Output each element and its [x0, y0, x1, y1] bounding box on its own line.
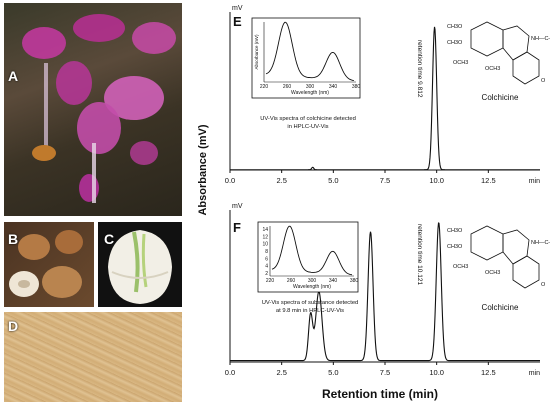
colchicine-structure: CH3O CH3O OCH3 OCH3 NH—C—CH3 O	[447, 225, 550, 289]
x-tick-label: 5.0	[328, 176, 338, 185]
inset-y-tick-label: 12	[262, 234, 268, 240]
peak-retention-label: retention time 9.812	[416, 40, 423, 98]
bulbs-illustration	[9, 230, 83, 298]
x-tick-label: 5.0	[328, 368, 338, 377]
x-tick-label: 7.5	[380, 176, 390, 185]
inset-caption: UV-Vis spectra of substance detected	[262, 300, 359, 306]
x-tick-label: 10.0	[429, 368, 444, 377]
inset-x-tick-label: 220	[260, 84, 269, 90]
substituent-label: CH3O	[447, 40, 463, 46]
tropolone-ring	[512, 51, 540, 85]
tropolone-ring	[512, 255, 540, 289]
x-tick-label: 2.5	[276, 368, 286, 377]
inset-y-tick-label: 4	[265, 264, 268, 270]
inset-y-tick-label: 14	[262, 227, 268, 233]
inset-x-axis-label: Wavelength (nm)	[293, 284, 331, 290]
x-unit-label: min	[529, 370, 540, 377]
panel-letter: F	[233, 220, 241, 235]
benzene-ring	[470, 21, 504, 57]
substituent-label: CH3O	[447, 244, 463, 250]
peak-retention-label: retention time 10.121	[416, 224, 423, 285]
inset-x-tick-label: 260	[283, 84, 292, 90]
carbonyl-label: O	[541, 282, 546, 288]
inset-x-tick-label: 300	[306, 84, 315, 90]
inset-x-tick-label: 300	[308, 278, 317, 284]
inset-caption: UV-Vis spectra of colchicine detected	[260, 116, 356, 122]
inset-caption: at 9.8 min in HPLC-UV-Vis	[276, 308, 344, 314]
cut-bulb-illustration	[108, 230, 172, 304]
chromatogram-f: mV min 0.0 2.5 5.0 7.5 10.0 12.5 F retention time…	[225, 203, 550, 377]
substituent-label: CH3O	[447, 228, 463, 234]
substituent-label: OCH3	[453, 264, 468, 270]
photo-powder	[4, 312, 182, 402]
inset-x-tick-label: 380	[350, 278, 359, 284]
flower-illustration	[22, 14, 176, 203]
inset-y-axis-label: Absorbance (mV)	[254, 34, 259, 70]
side-chain-label: NH—C—CH3	[531, 240, 550, 246]
inset-x-tick-label: 260	[287, 278, 296, 284]
x-tick-label: 12.5	[481, 368, 496, 377]
inset-x-tick-label: 340	[329, 278, 338, 284]
chromatogram-trace	[230, 26, 540, 171]
chromatogram-trace	[230, 222, 540, 362]
inset-frame	[257, 221, 359, 293]
heptane-ring	[502, 25, 530, 61]
inset-y-tick-label: 6	[265, 256, 268, 262]
photo-flowers	[4, 3, 182, 216]
inset-y-tick-label: 8	[265, 249, 268, 255]
substituent-label: OCH3	[453, 60, 468, 66]
inset-x-tick-label: 380	[352, 84, 361, 90]
carbonyl-label: O	[541, 78, 546, 84]
substituent-label: CH3O	[447, 24, 463, 30]
side-chain-label: NH—C—CH3	[531, 36, 550, 42]
substituent-label: OCH3	[485, 270, 500, 276]
y-unit-label: mV	[232, 203, 243, 210]
x-tick-label: 2.5	[276, 176, 286, 185]
colchicine-structure: CH3O CH3O OCH3 OCH3 NH—C—CH3 O	[447, 21, 550, 85]
compound-name: Colchicine	[482, 93, 519, 102]
inset-caption: in HPLC-UV-Vis	[287, 124, 328, 130]
x-tick-label: 12.5	[481, 176, 496, 185]
y-unit-label: mV	[232, 5, 243, 12]
inset-frame	[251, 17, 361, 99]
x-tick-label: 0.0	[225, 368, 235, 377]
heptane-ring	[502, 229, 530, 265]
panel-label-c: C	[104, 231, 115, 247]
x-unit-label: min	[529, 178, 540, 185]
benzene-ring	[470, 225, 504, 261]
photo-cut-bulb	[98, 222, 182, 307]
inset-x-axis-label: Wavelength (nm)	[291, 90, 329, 96]
panel-label-a: A	[8, 68, 19, 84]
inset-y-tick-label: 2	[265, 271, 268, 277]
substituent-label: OCH3	[485, 66, 500, 72]
inset-y-tick-label: 10	[262, 242, 268, 248]
x-tick-label: 7.5	[380, 368, 390, 377]
inset-x-tick-label: 340	[329, 84, 338, 90]
uv-spectrum-inset: 220 260 300 340 380 Wavelength (nm) Absorbance…	[251, 17, 361, 99]
inset-x-tick-label: 220	[266, 278, 275, 284]
figure-x-axis-label: Retention time (min)	[322, 387, 438, 401]
photo-bulbs	[4, 222, 94, 307]
uv-spectrum-curve	[271, 225, 353, 276]
x-tick-label: 10.0	[429, 176, 444, 185]
x-tick-label: 0.0	[225, 176, 235, 185]
uv-spectrum-curve	[265, 21, 355, 82]
compound-name: Colchicine	[482, 303, 519, 312]
panel-label-b: B	[8, 231, 19, 247]
figure-y-axis-label: Absorbance (mV)	[197, 124, 209, 215]
panel-letter: E	[233, 14, 242, 29]
panel-label-d: D	[8, 318, 19, 334]
